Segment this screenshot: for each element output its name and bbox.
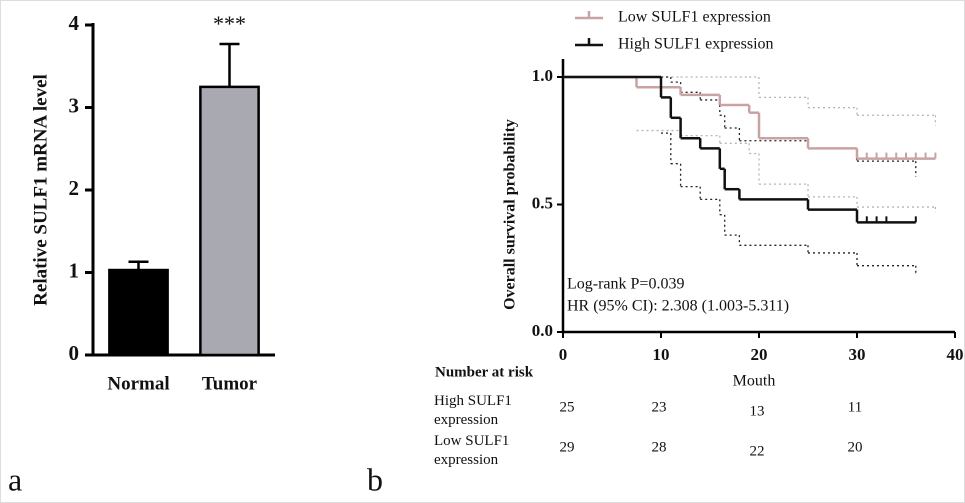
y-axis-label: Relative SULF1 mRNA level	[30, 74, 51, 306]
x-tick-label: Normal	[107, 373, 169, 394]
y-tick-label: 4	[69, 11, 80, 35]
risk-count: 25	[560, 399, 575, 415]
error-bar	[219, 42, 240, 87]
x-tick-label: 20	[751, 345, 768, 364]
risk-count: 28	[652, 439, 667, 455]
annotation: Log-rank P=0.039	[567, 276, 684, 293]
y-tick-label: 0.0	[532, 321, 553, 340]
error-bar	[128, 260, 149, 271]
bar	[108, 268, 169, 357]
x-tick-label: 0	[559, 345, 568, 364]
significance: ***	[213, 11, 246, 36]
panel-label: a	[8, 461, 22, 497]
y-tick-label: 1	[69, 258, 80, 282]
legend-label: High SULF1 expression	[618, 36, 774, 53]
y-tick-label: 3	[69, 93, 80, 117]
x-axis-label: Mouth	[733, 373, 776, 390]
x-tick-label: 40	[947, 345, 964, 364]
risk-row-label: High SULF1 expression	[434, 393, 512, 428]
risk-count: 13	[750, 403, 765, 419]
x-tick-label: Tumor	[202, 373, 258, 394]
legend-label: Low SULF1 expression	[618, 9, 771, 26]
x-tick-label: 30	[849, 345, 866, 364]
y-tick-label: 0.5	[532, 193, 553, 212]
risk-count: 23	[652, 399, 667, 415]
x-tick-label: 10	[653, 345, 670, 364]
panel-label: b	[367, 461, 383, 497]
risk-table-title: Number at risk	[435, 364, 534, 380]
y-tick-label: 2	[69, 176, 80, 200]
risk-count: 11	[848, 399, 862, 415]
annotation: HR (95% CI): 2.308 (1.003-5.311)	[567, 298, 789, 315]
y-tick-label: 1.0	[532, 66, 553, 85]
y-axis-label: Overall survival probability	[502, 119, 519, 310]
risk-count: 22	[750, 443, 765, 459]
risk-row-label: Low SULF1 expression	[434, 433, 510, 468]
y-tick-label: 0	[69, 341, 80, 365]
risk-count: 20	[848, 439, 863, 455]
bar	[199, 85, 260, 357]
risk-count: 29	[560, 439, 575, 455]
